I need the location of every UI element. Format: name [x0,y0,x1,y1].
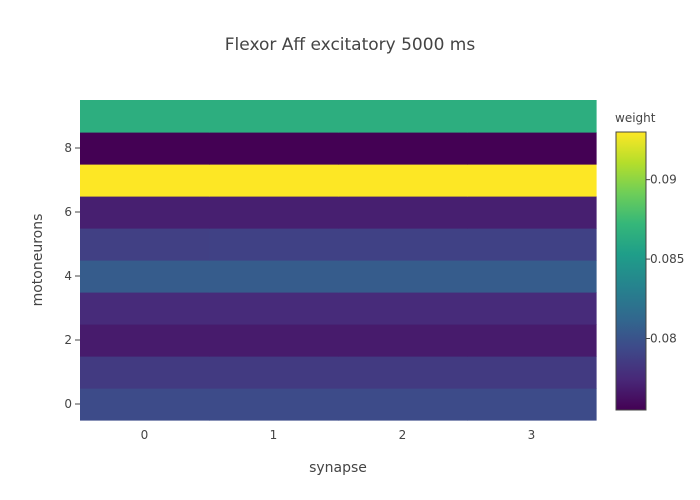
x-tick-label: 0 [141,428,149,442]
heatmap-cell [338,260,468,293]
heatmap-cell [338,388,468,421]
heatmap-cell [80,324,210,357]
x-axis-label: synapse [309,460,367,476]
heatmap-cells [80,100,597,421]
heatmap-cell [338,292,468,325]
heatmap-cell [467,260,597,293]
heatmap-cell [209,196,339,229]
x-tick-label: 2 [399,428,407,442]
heatmap-cell [338,100,468,133]
heatmap-cell [338,228,468,261]
heatmap-cell [338,164,468,197]
x-axis-ticks: 0 1 2 3 [141,428,536,442]
y-tick-label: 0 [64,397,72,411]
colorbar: weight 0.08 0.085 0.09 [615,111,684,411]
y-tick-label: 2 [64,333,72,347]
heatmap-cell [338,132,468,165]
y-axis-ticks: 0 2 4 6 8 [64,141,80,411]
heatmap-cell [209,260,339,293]
heatmap-cell [338,356,468,389]
heatmap-cell [209,100,339,133]
heatmap-cell [209,164,339,197]
y-tick-label: 8 [64,141,72,155]
heatmap-cell [467,100,597,133]
y-axis-label: motoneurons [30,214,46,307]
y-tick-label: 4 [64,269,72,283]
heatmap-cell [80,196,210,229]
y-tick-label: 6 [64,205,72,219]
colorbar-gradient [615,131,647,411]
heatmap-cell [338,324,468,357]
heatmap-cell [467,132,597,165]
colorbar-title: weight [615,111,656,125]
heatmap-cell [467,164,597,197]
heatmap-cell [80,388,210,421]
heatmap-cell [467,356,597,389]
heatmap-cell [209,324,339,357]
heatmap-cell [338,196,468,229]
heatmap-cell [209,356,339,389]
x-tick-label: 1 [270,428,278,442]
heatmap-cell [467,228,597,261]
heatmap-cell [467,196,597,229]
heatmap-cell [80,260,210,293]
heatmap-cell [80,100,210,133]
colorbar-tick-label: 0.09 [650,173,677,187]
heatmap-cell [209,388,339,421]
heatmap-cell [80,292,210,325]
heatmap-cell [80,132,210,165]
heatmap-cell [80,228,210,261]
chart-title: Flexor Aff excitatory 5000 ms [225,35,476,55]
heatmap-cell [209,132,339,165]
colorbar-ticks: 0.08 0.085 0.09 [646,173,684,346]
heatmap-cell [467,292,597,325]
heatmap-cell [467,388,597,421]
colorbar-tick-label: 0.08 [650,332,677,346]
x-tick-label: 3 [528,428,536,442]
heatmap-cell [467,324,597,357]
heatmap-cell [80,164,210,197]
heatmap-cell [209,292,339,325]
heatmap-cell [209,228,339,261]
heatmap-cell [80,356,210,389]
colorbar-tick-label: 0.085 [650,252,684,266]
